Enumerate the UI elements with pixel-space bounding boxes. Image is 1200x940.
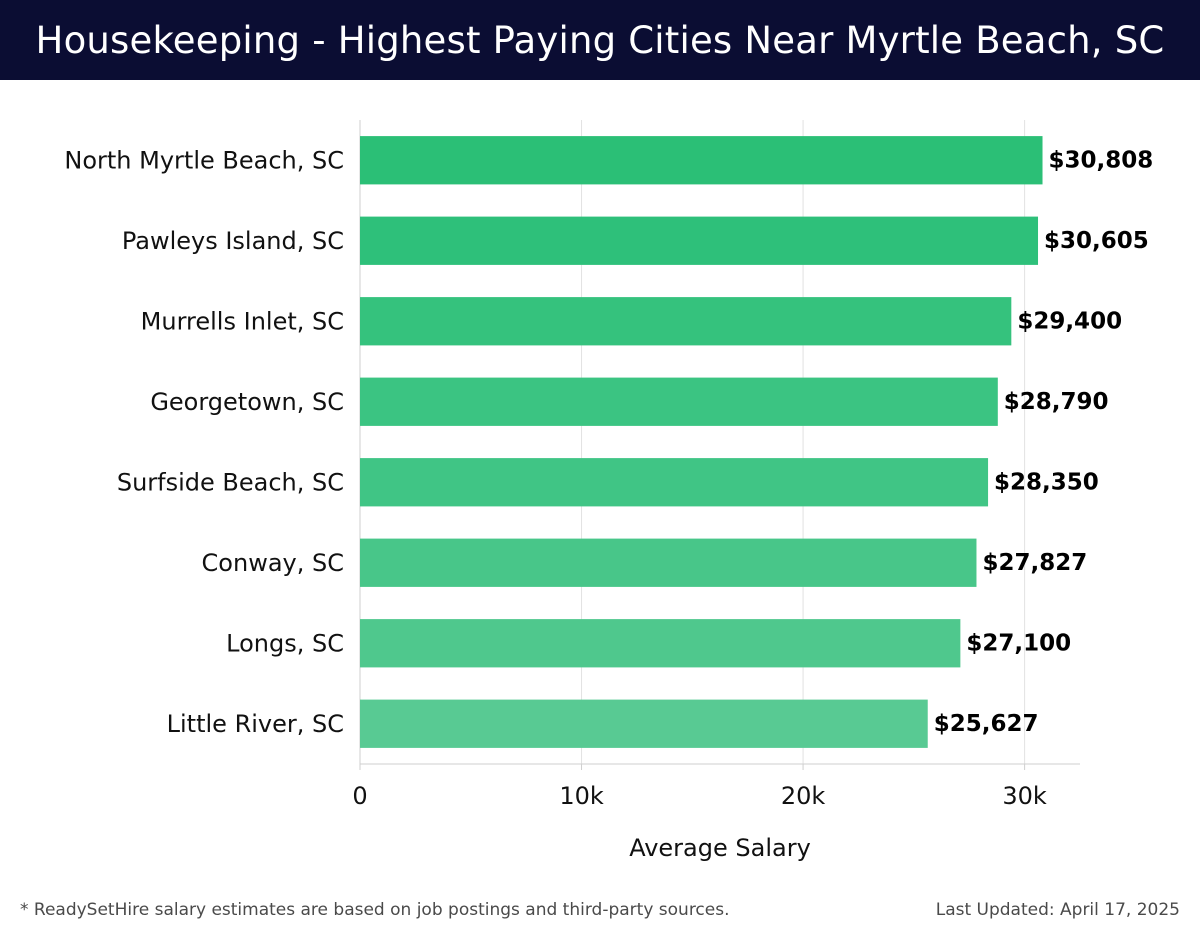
value-label: $29,400 (1017, 308, 1122, 334)
x-axis-title: Average Salary (629, 834, 811, 862)
category-label: Pawleys Island, SC (122, 227, 344, 255)
footer-last-updated: Last Updated: April 17, 2025 (935, 900, 1180, 920)
header-bar: Housekeeping - Highest Paying Cities Nea… (0, 0, 1200, 80)
x-tick-label: 20k (781, 782, 826, 810)
bar (360, 699, 928, 748)
bar (360, 619, 961, 668)
category-label: North Myrtle Beach, SC (64, 146, 344, 174)
chart-title: Housekeeping - Highest Paying Cities Nea… (35, 18, 1165, 62)
category-label: Longs, SC (226, 629, 344, 657)
value-label: $30,605 (1044, 228, 1149, 254)
value-label: $30,808 (1049, 147, 1154, 173)
bar (360, 377, 998, 426)
category-label: Surfside Beach, SC (117, 468, 344, 496)
footer-disclaimer: * ReadySetHire salary estimates are base… (20, 900, 730, 920)
bar (360, 458, 989, 507)
salary-bar-chart: 0 10k 20k 30k Average Salary North Myrtle Bea… (64, 120, 1154, 862)
value-label: $27,100 (966, 630, 1071, 656)
category-label: Georgetown, SC (150, 388, 344, 416)
value-label: $27,827 (982, 550, 1087, 576)
x-tick-label: 10k (559, 782, 604, 810)
bar (360, 136, 1043, 185)
category-label: Conway, SC (202, 549, 344, 577)
category-label: Little River, SC (167, 710, 344, 738)
value-label: $25,627 (934, 711, 1039, 737)
x-tick-label: 30k (1002, 782, 1047, 810)
bar (360, 538, 977, 587)
bar (360, 216, 1039, 265)
value-label: $28,790 (1004, 389, 1109, 415)
value-label: $28,350 (994, 469, 1099, 495)
bar (360, 297, 1012, 346)
category-label: Murrells Inlet, SC (141, 307, 344, 335)
x-tick-label: 0 (352, 782, 367, 810)
